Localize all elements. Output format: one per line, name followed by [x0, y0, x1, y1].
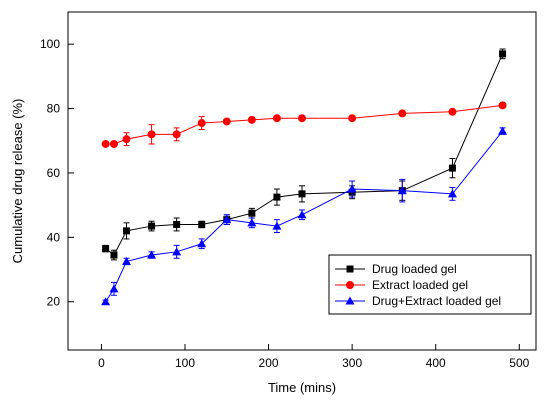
- data-point: [101, 139, 110, 148]
- plot-frame: [67, 11, 537, 351]
- legend-label: Drug loaded gel: [372, 262, 457, 276]
- series-line: [105, 53, 504, 256]
- axis-ticks: 0 100 200 300 400 500 20 40 60 80 100: [40, 37, 530, 370]
- series-0: [102, 48, 507, 261]
- data-point: [109, 139, 118, 148]
- legend: Drug loaded gel Extract loaded gel Drug+Ex…: [328, 254, 532, 315]
- data-point: [273, 193, 281, 201]
- data-point: [147, 130, 156, 139]
- x-tick-label: 200: [259, 356, 279, 370]
- data-point: [298, 190, 306, 198]
- data-point: [147, 250, 157, 259]
- x-tick-label: 300: [342, 356, 362, 370]
- data-point: [498, 101, 507, 110]
- data-point: [109, 284, 119, 293]
- series-layer: [101, 48, 508, 306]
- data-point: [122, 135, 131, 144]
- data-point: [172, 247, 182, 256]
- data-point: [197, 239, 207, 248]
- data-point: [101, 297, 111, 306]
- legend-marker: [346, 281, 354, 289]
- legend-label: Extract loaded gel: [372, 278, 468, 292]
- series-2: [101, 126, 508, 306]
- data-point: [122, 256, 131, 265]
- data-point: [172, 130, 181, 139]
- series-line: [105, 130, 503, 302]
- x-tick-label: 0: [98, 356, 105, 370]
- y-tick-label: 40: [47, 230, 61, 244]
- y-tick-label: 100: [40, 37, 60, 51]
- data-point: [272, 114, 281, 123]
- x-tick-label: 400: [426, 356, 446, 370]
- data-point: [110, 251, 118, 259]
- data-point: [173, 220, 181, 228]
- data-point: [448, 164, 456, 172]
- y-tick-label: 80: [47, 102, 61, 116]
- data-point: [222, 117, 231, 126]
- data-point: [123, 227, 130, 235]
- data-point: [272, 221, 282, 230]
- x-axis-title: Time (mins): [268, 380, 336, 395]
- data-point: [398, 109, 407, 118]
- data-point: [198, 220, 206, 228]
- y-tick-label: 60: [47, 166, 61, 180]
- data-point: [397, 186, 407, 195]
- legend-label: Drug+Extract loaded gel: [372, 294, 501, 308]
- data-point: [222, 215, 232, 224]
- data-point: [248, 209, 256, 217]
- data-point: [298, 114, 306, 123]
- legend-marker: [345, 296, 355, 305]
- data-point: [148, 222, 156, 230]
- legend-marker: [346, 265, 354, 273]
- y-axis-title: Cumulative drug release (%): [10, 99, 25, 264]
- data-point: [247, 218, 257, 227]
- data-point: [348, 114, 357, 123]
- x-tick-label: 100: [175, 356, 195, 370]
- x-tick-label: 500: [509, 356, 529, 370]
- series-line: [105, 104, 503, 145]
- data-point: [102, 245, 110, 253]
- y-tick-label: 20: [47, 295, 61, 309]
- data-point: [447, 189, 457, 198]
- series-1: [101, 101, 507, 148]
- data-point: [347, 184, 357, 193]
- data-point: [448, 107, 457, 116]
- data-point: [247, 115, 256, 124]
- data-point: [499, 50, 507, 58]
- data-point: [498, 126, 508, 135]
- data-point: [297, 210, 307, 219]
- data-point: [197, 119, 206, 128]
